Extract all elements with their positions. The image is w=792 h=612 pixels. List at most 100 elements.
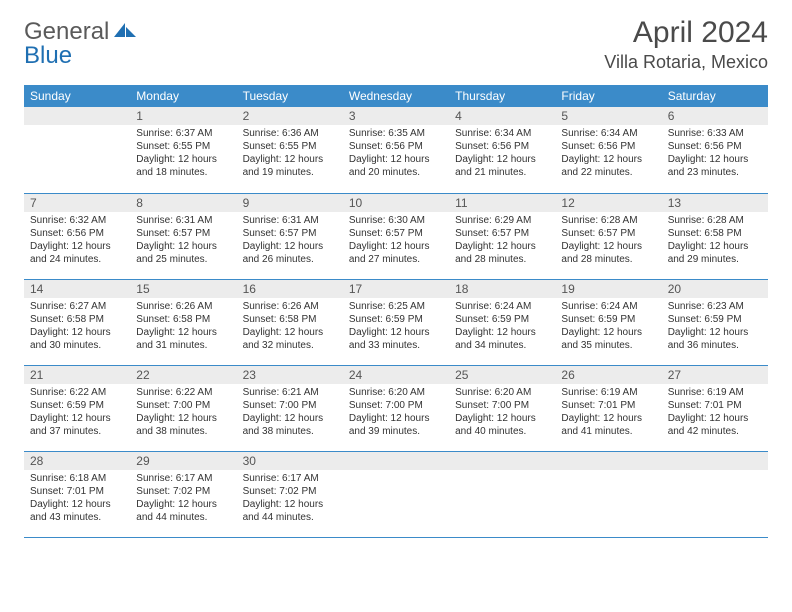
sunrise: Sunrise: 6:19 AM [668, 386, 762, 399]
sunset: Sunset: 6:56 PM [30, 227, 124, 240]
daylight: Daylight: 12 hours and 40 minutes. [455, 412, 549, 438]
sunrise: Sunrise: 6:26 AM [243, 300, 337, 313]
daylight: Daylight: 12 hours and 36 minutes. [668, 326, 762, 352]
sunrise: Sunrise: 6:20 AM [455, 386, 549, 399]
day-info: Sunrise: 6:24 AMSunset: 6:59 PMDaylight:… [449, 298, 555, 356]
day-header: Saturday [662, 85, 768, 107]
day-cell: 8Sunrise: 6:31 AMSunset: 6:57 PMDaylight… [130, 193, 236, 279]
sunset: Sunset: 6:57 PM [349, 227, 443, 240]
daylight: Daylight: 12 hours and 19 minutes. [243, 153, 337, 179]
sunrise: Sunrise: 6:18 AM [30, 472, 124, 485]
sunrise: Sunrise: 6:33 AM [668, 127, 762, 140]
calendar-page: General Blue April 2024 Villa Rotaria, M… [0, 0, 792, 554]
location: Villa Rotaria, Mexico [604, 52, 768, 73]
day-info: Sunrise: 6:17 AMSunset: 7:02 PMDaylight:… [237, 470, 343, 528]
daylight: Daylight: 12 hours and 23 minutes. [668, 153, 762, 179]
sunrise: Sunrise: 6:22 AM [136, 386, 230, 399]
sunrise: Sunrise: 6:26 AM [136, 300, 230, 313]
day-cell: 5Sunrise: 6:34 AMSunset: 6:56 PMDaylight… [555, 107, 661, 193]
sunset: Sunset: 7:01 PM [668, 399, 762, 412]
day-info: Sunrise: 6:25 AMSunset: 6:59 PMDaylight:… [343, 298, 449, 356]
day-number: 4 [449, 107, 555, 125]
day-info: Sunrise: 6:32 AMSunset: 6:56 PMDaylight:… [24, 212, 130, 270]
day-number: 24 [343, 366, 449, 384]
day-cell: 11Sunrise: 6:29 AMSunset: 6:57 PMDayligh… [449, 193, 555, 279]
day-number: 28 [24, 452, 130, 470]
sunset: Sunset: 6:58 PM [136, 313, 230, 326]
day-cell: 7Sunrise: 6:32 AMSunset: 6:56 PMDaylight… [24, 193, 130, 279]
day-number: 23 [237, 366, 343, 384]
daylight: Daylight: 12 hours and 37 minutes. [30, 412, 124, 438]
logo-word2: Blue [24, 42, 72, 69]
daylight: Daylight: 12 hours and 25 minutes. [136, 240, 230, 266]
day-number: 3 [343, 107, 449, 125]
day-cell: 23Sunrise: 6:21 AMSunset: 7:00 PMDayligh… [237, 365, 343, 451]
daylight: Daylight: 12 hours and 24 minutes. [30, 240, 124, 266]
week-row: 7Sunrise: 6:32 AMSunset: 6:56 PMDaylight… [24, 193, 768, 279]
daylight: Daylight: 12 hours and 44 minutes. [136, 498, 230, 524]
day-cell: 19Sunrise: 6:24 AMSunset: 6:59 PMDayligh… [555, 279, 661, 365]
daylight: Daylight: 12 hours and 22 minutes. [561, 153, 655, 179]
sunrise: Sunrise: 6:17 AM [136, 472, 230, 485]
sunset: Sunset: 6:58 PM [243, 313, 337, 326]
day-number-empty [555, 452, 661, 470]
sunrise: Sunrise: 6:34 AM [455, 127, 549, 140]
day-cell: 15Sunrise: 6:26 AMSunset: 6:58 PMDayligh… [130, 279, 236, 365]
day-cell [24, 107, 130, 193]
daylight: Daylight: 12 hours and 43 minutes. [30, 498, 124, 524]
sunrise: Sunrise: 6:19 AM [561, 386, 655, 399]
sunset: Sunset: 7:00 PM [349, 399, 443, 412]
sunset: Sunset: 7:00 PM [243, 399, 337, 412]
day-number: 16 [237, 280, 343, 298]
day-info: Sunrise: 6:22 AMSunset: 6:59 PMDaylight:… [24, 384, 130, 442]
day-cell: 16Sunrise: 6:26 AMSunset: 6:58 PMDayligh… [237, 279, 343, 365]
day-info: Sunrise: 6:20 AMSunset: 7:00 PMDaylight:… [343, 384, 449, 442]
day-header: Sunday [24, 85, 130, 107]
day-info: Sunrise: 6:29 AMSunset: 6:57 PMDaylight:… [449, 212, 555, 270]
day-number: 21 [24, 366, 130, 384]
day-cell: 27Sunrise: 6:19 AMSunset: 7:01 PMDayligh… [662, 365, 768, 451]
month-title: April 2024 [604, 16, 768, 50]
day-info: Sunrise: 6:23 AMSunset: 6:59 PMDaylight:… [662, 298, 768, 356]
logo-sail-icon [114, 23, 136, 44]
logo-text-block: General Blue [24, 20, 136, 68]
week-row: 21Sunrise: 6:22 AMSunset: 6:59 PMDayligh… [24, 365, 768, 451]
daylight: Daylight: 12 hours and 30 minutes. [30, 326, 124, 352]
day-info: Sunrise: 6:26 AMSunset: 6:58 PMDaylight:… [237, 298, 343, 356]
day-info: Sunrise: 6:20 AMSunset: 7:00 PMDaylight:… [449, 384, 555, 442]
sunset: Sunset: 7:00 PM [136, 399, 230, 412]
day-header: Thursday [449, 85, 555, 107]
day-cell: 14Sunrise: 6:27 AMSunset: 6:58 PMDayligh… [24, 279, 130, 365]
sunrise: Sunrise: 6:34 AM [561, 127, 655, 140]
day-info: Sunrise: 6:34 AMSunset: 6:56 PMDaylight:… [555, 125, 661, 183]
day-number: 29 [130, 452, 236, 470]
day-cell: 30Sunrise: 6:17 AMSunset: 7:02 PMDayligh… [237, 451, 343, 537]
day-header: Wednesday [343, 85, 449, 107]
day-info: Sunrise: 6:26 AMSunset: 6:58 PMDaylight:… [130, 298, 236, 356]
sunrise: Sunrise: 6:35 AM [349, 127, 443, 140]
day-number-empty [24, 107, 130, 125]
day-info: Sunrise: 6:19 AMSunset: 7:01 PMDaylight:… [662, 384, 768, 442]
daylight: Daylight: 12 hours and 28 minutes. [561, 240, 655, 266]
daylight: Daylight: 12 hours and 29 minutes. [668, 240, 762, 266]
day-info: Sunrise: 6:28 AMSunset: 6:58 PMDaylight:… [662, 212, 768, 270]
sunrise: Sunrise: 6:31 AM [243, 214, 337, 227]
day-cell [662, 451, 768, 537]
day-header: Friday [555, 85, 661, 107]
day-number: 18 [449, 280, 555, 298]
sunrise: Sunrise: 6:22 AM [30, 386, 124, 399]
daylight: Daylight: 12 hours and 18 minutes. [136, 153, 230, 179]
day-number: 6 [662, 107, 768, 125]
day-cell: 29Sunrise: 6:17 AMSunset: 7:02 PMDayligh… [130, 451, 236, 537]
day-number: 13 [662, 194, 768, 212]
sunrise: Sunrise: 6:17 AM [243, 472, 337, 485]
day-header: Monday [130, 85, 236, 107]
day-cell: 17Sunrise: 6:25 AMSunset: 6:59 PMDayligh… [343, 279, 449, 365]
day-info: Sunrise: 6:35 AMSunset: 6:56 PMDaylight:… [343, 125, 449, 183]
day-cell [449, 451, 555, 537]
sunset: Sunset: 7:01 PM [561, 399, 655, 412]
day-info: Sunrise: 6:37 AMSunset: 6:55 PMDaylight:… [130, 125, 236, 183]
sunrise: Sunrise: 6:21 AM [243, 386, 337, 399]
day-info: Sunrise: 6:31 AMSunset: 6:57 PMDaylight:… [237, 212, 343, 270]
sunset: Sunset: 6:56 PM [561, 140, 655, 153]
